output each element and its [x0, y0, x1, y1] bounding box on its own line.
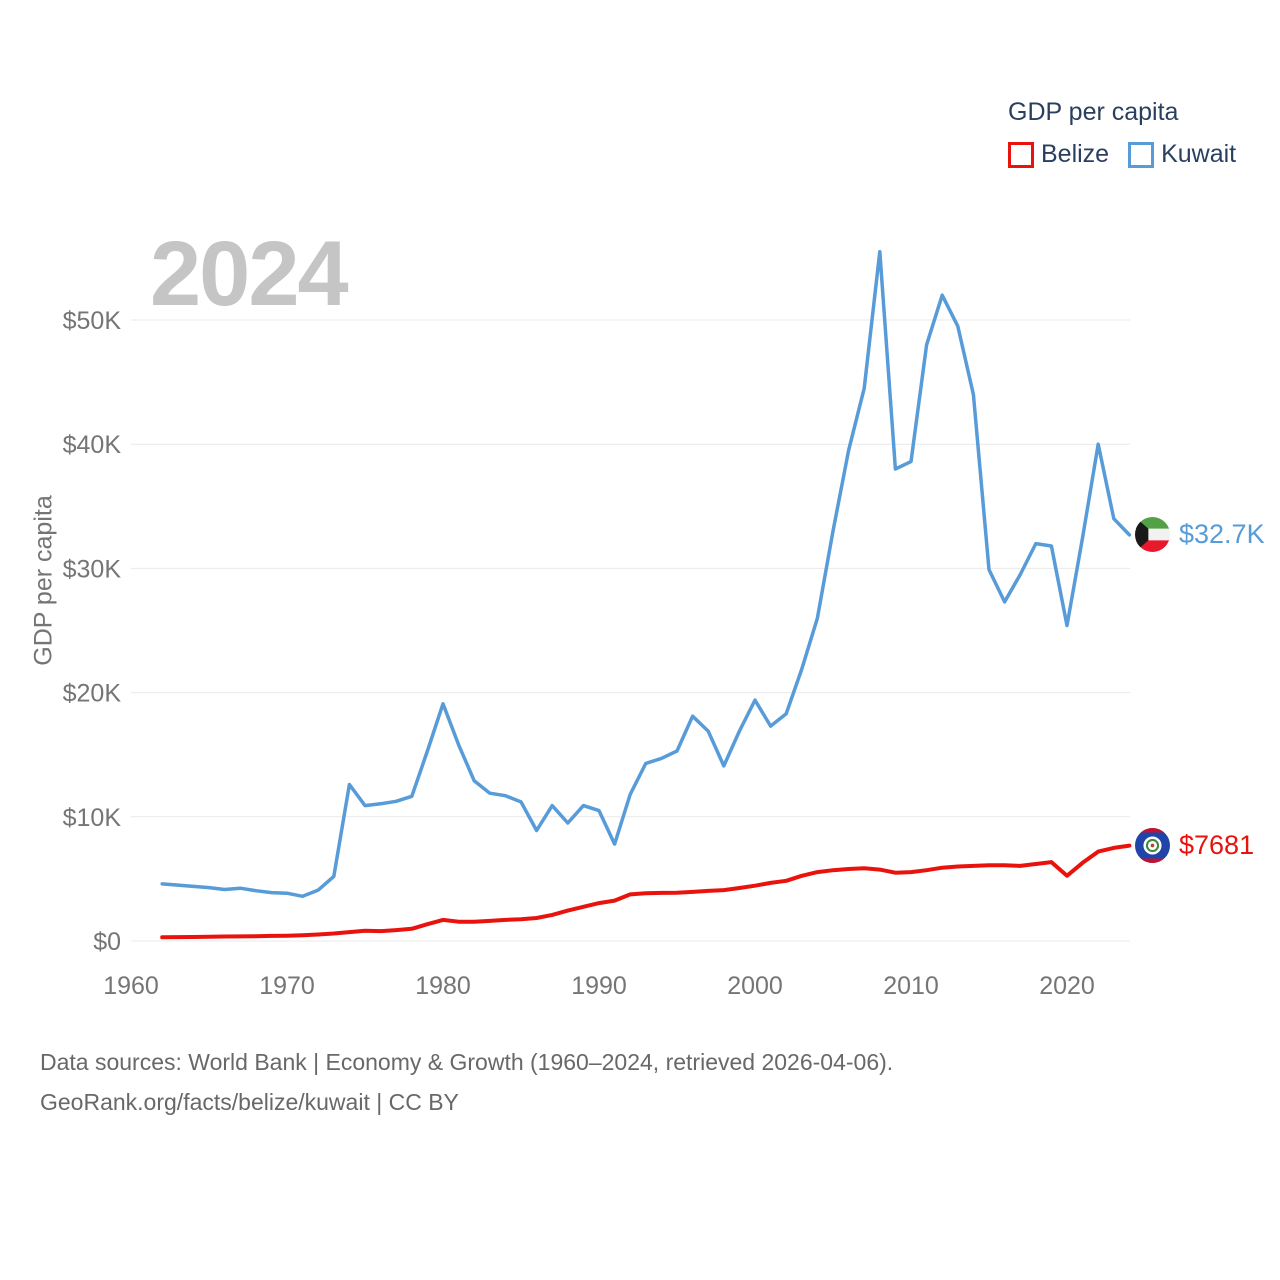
year-watermark: 2024: [150, 223, 349, 325]
x-tick-label: 1990: [571, 972, 627, 1000]
legend-item-kuwait[interactable]: Kuwait: [1128, 140, 1236, 169]
legend-item-belize[interactable]: Belize: [1008, 140, 1109, 169]
kuwait-end-label: $32.7K: [1135, 517, 1265, 553]
footer: Data sources: World Bank | Economy & Gro…: [40, 1042, 893, 1122]
plot-area[interactable]: $0 $10K $20K $30K $40K $50K 1960 1970 1980 1990 20…: [0, 0, 1280, 1010]
legend-title: GDP per capita: [1008, 98, 1179, 126]
y-tick-label: $50K: [63, 307, 122, 335]
kuwait-flag-icon: [1135, 517, 1170, 553]
x-tick-label: 1960: [103, 972, 159, 1000]
x-tick-label: 2020: [1039, 972, 1095, 1000]
belize-flag-icon: [1135, 828, 1170, 864]
x-tick-label: 1980: [415, 972, 471, 1000]
y-tick-label: $20K: [63, 680, 122, 708]
belize-line[interactable]: [160, 843, 1132, 940]
legend-items: Belize Kuwait: [1008, 140, 1236, 169]
belize-swatch-icon: [1008, 141, 1034, 168]
belize-end-value: $7681: [1179, 830, 1255, 861]
y-tick-label: $30K: [63, 555, 122, 583]
x-tick-label: 1970: [259, 972, 315, 1000]
kuwait-swatch-icon: [1128, 141, 1155, 168]
legend-item-label: Kuwait: [1161, 140, 1237, 168]
y-tick-label: $40K: [63, 431, 122, 459]
legend: GDP per capita Belize Kuwait: [1008, 98, 1236, 169]
data-sources-line: Data sources: World Bank | Economy & Gro…: [40, 1049, 894, 1075]
legend-item-label: Belize: [1041, 140, 1110, 168]
kuwait-end-value: $32.7K: [1179, 519, 1265, 550]
y-tick-label: $10K: [63, 804, 122, 832]
kuwait-line[interactable]: [160, 249, 1132, 899]
x-tick-label: 2010: [883, 972, 939, 1000]
belize-end-label: $7681: [1135, 828, 1255, 864]
x-tick-label: 2000: [727, 972, 783, 1000]
attribution-line: GeoRank.org/facts/belize/kuwait | CC BY: [40, 1089, 459, 1115]
y-tick-label: $0: [93, 928, 121, 956]
